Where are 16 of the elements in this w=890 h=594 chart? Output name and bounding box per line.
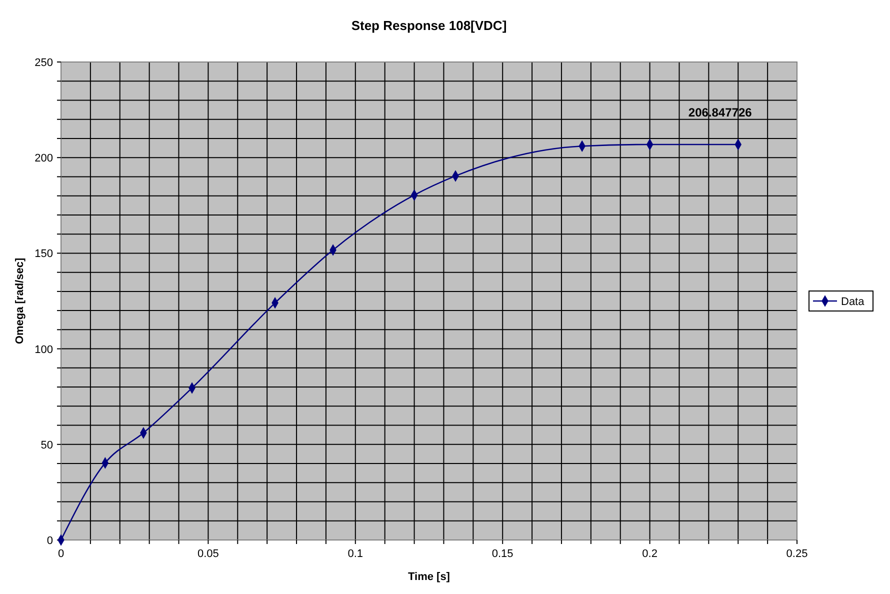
y-tick-label: 50 bbox=[40, 439, 53, 452]
x-tick-label: 0.1 bbox=[348, 548, 364, 560]
x-tick-label: 0.2 bbox=[642, 548, 658, 560]
x-tick-label: 0.15 bbox=[492, 548, 514, 560]
chart-title: Step Response 108[VDC] bbox=[351, 18, 507, 33]
y-tick-label: 200 bbox=[34, 152, 53, 165]
x-tick-label: 0 bbox=[58, 548, 64, 560]
y-tick-label: 250 bbox=[34, 57, 53, 69]
x-axis-title: Time [s] bbox=[408, 571, 450, 583]
y-tick-label: 0 bbox=[46, 535, 53, 547]
y-axis-title: Omega [rad/sec] bbox=[14, 258, 26, 344]
x-tick-label: 0.05 bbox=[197, 548, 219, 560]
y-tick-label: 100 bbox=[34, 344, 53, 356]
x-tick-label: 0.25 bbox=[786, 548, 808, 560]
legend-label: Data bbox=[841, 296, 866, 308]
y-tick-label: 150 bbox=[34, 248, 53, 260]
